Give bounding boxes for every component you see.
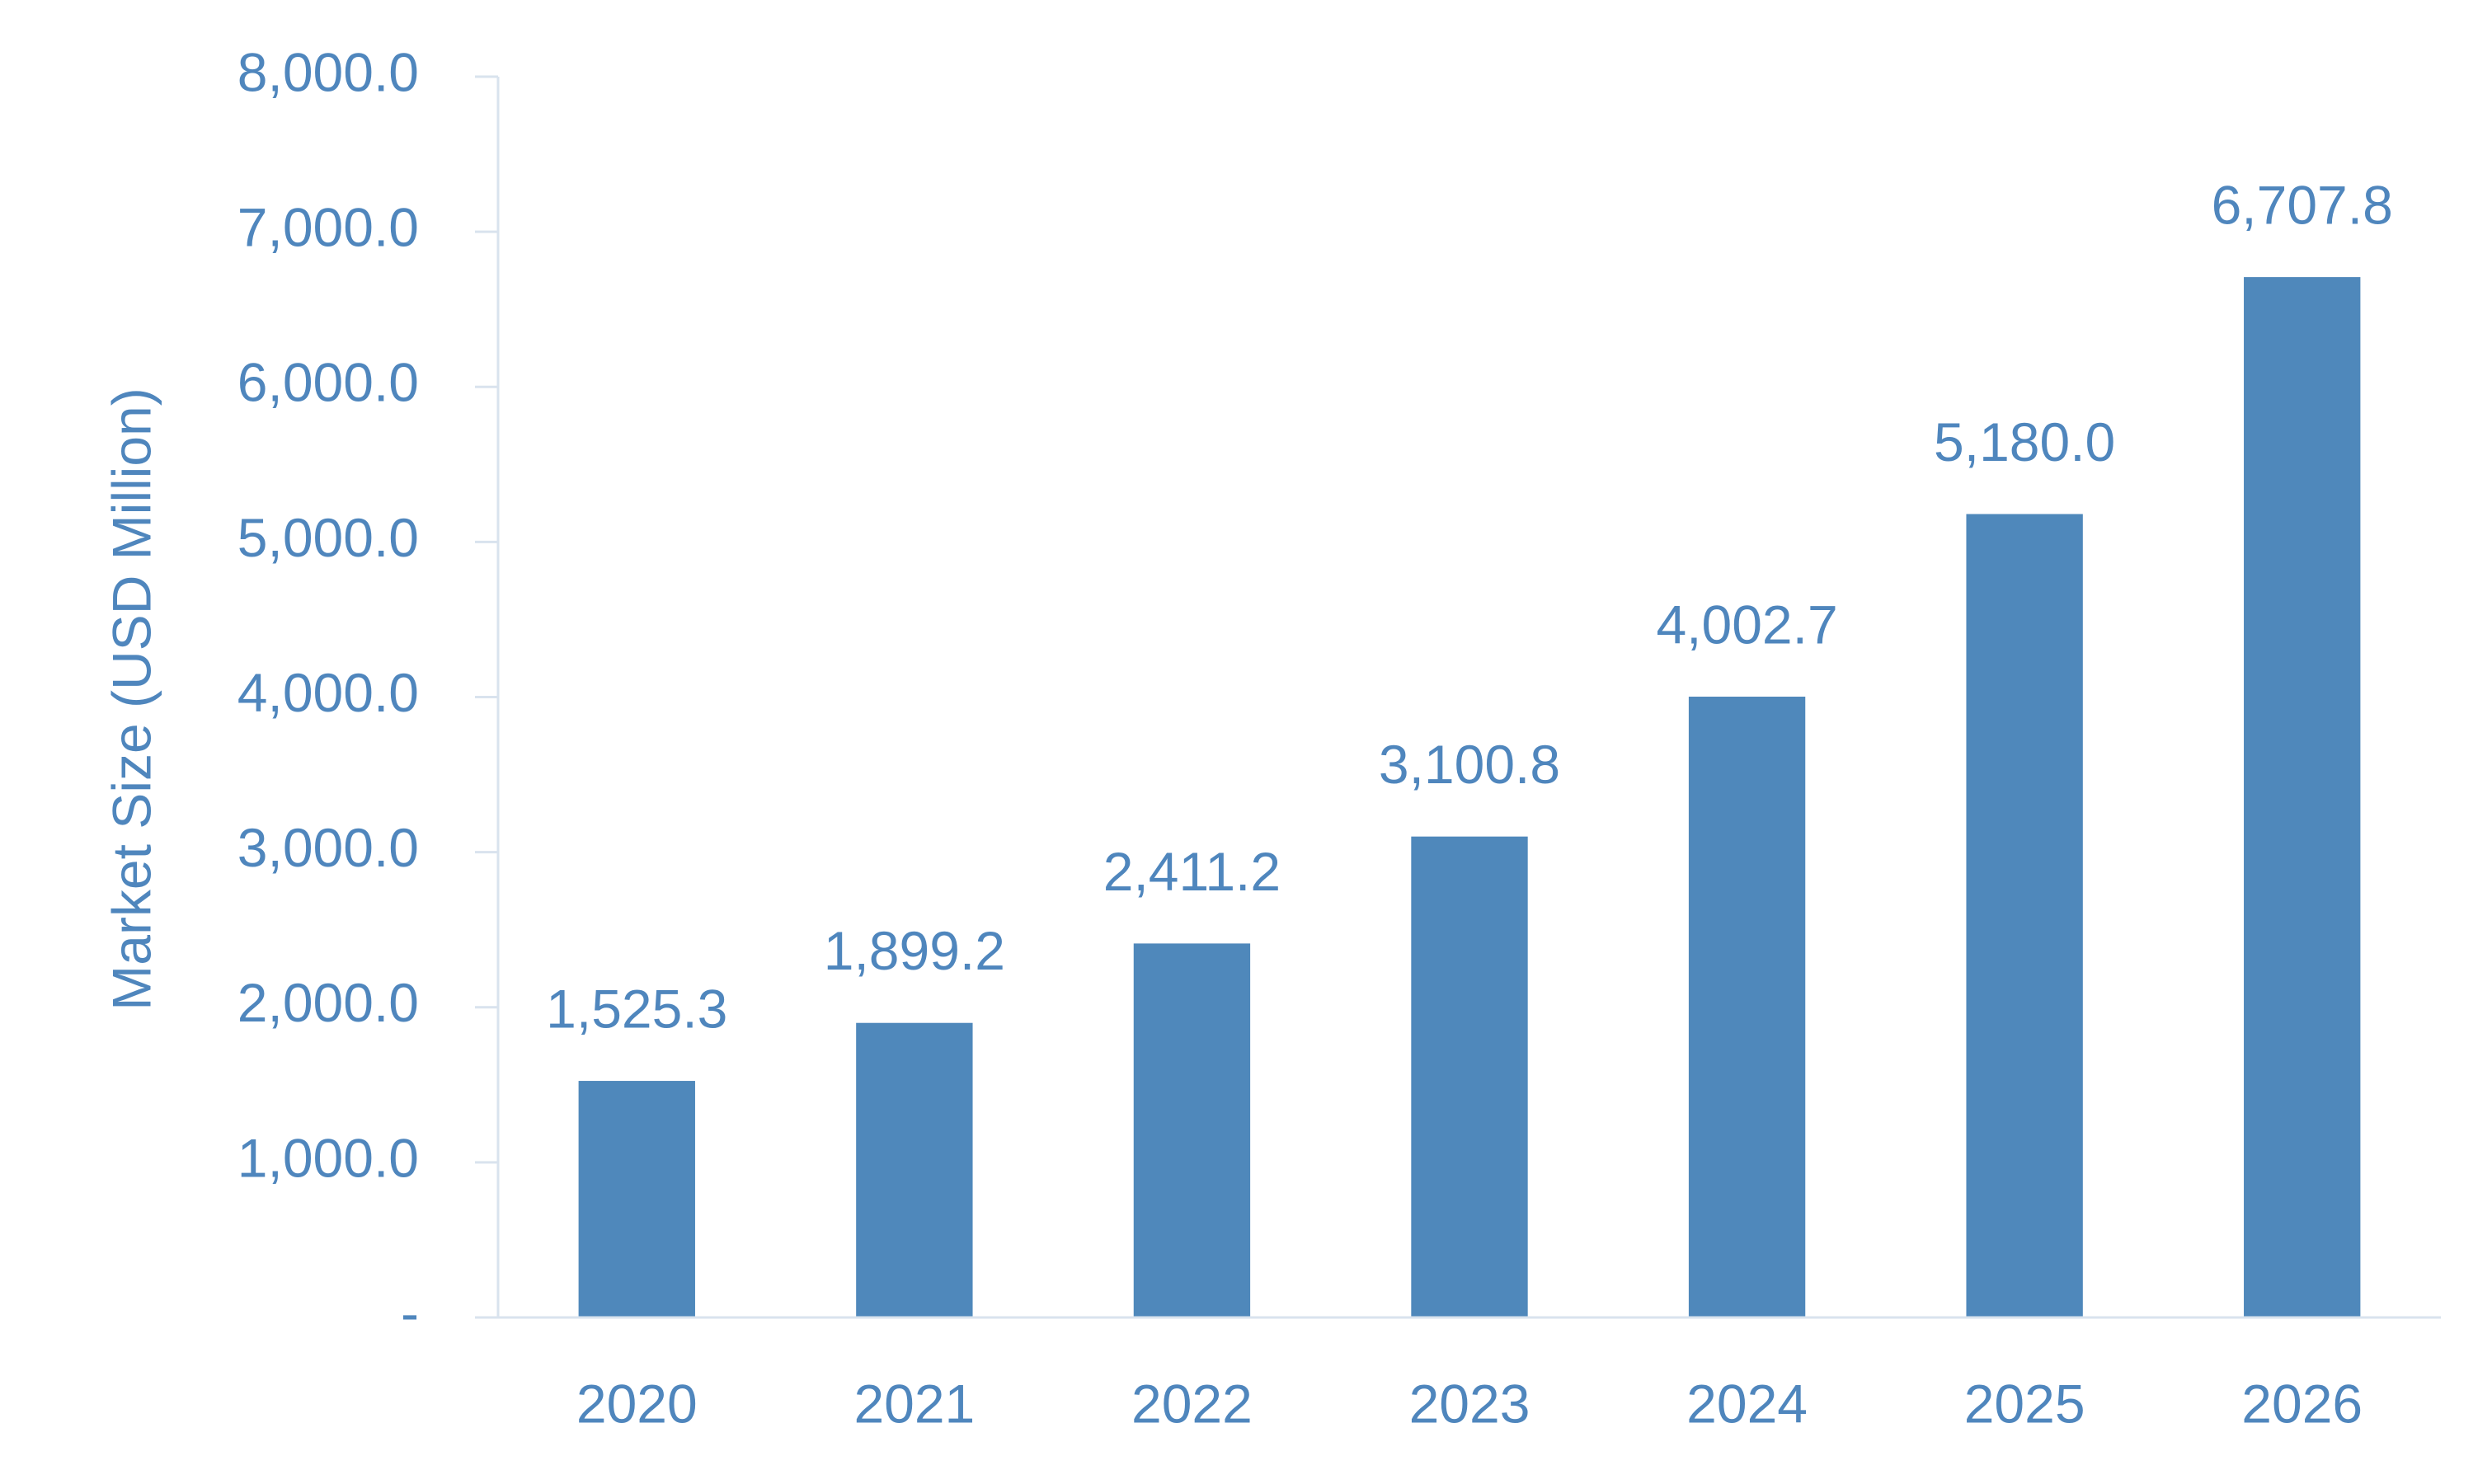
y-tick-label: 2,000.0 — [237, 972, 419, 1033]
y-axis-title: Market Size (USD Million) — [101, 387, 162, 1010]
bar — [1688, 696, 1806, 1317]
bar — [856, 1022, 973, 1317]
y-tick-label: 7,000.0 — [237, 197, 419, 258]
y-tick-label: 1,000.0 — [237, 1127, 419, 1188]
value-label: 1,899.2 — [824, 920, 1005, 981]
x-tick-label: 2020 — [576, 1373, 698, 1434]
x-tick-label: 2022 — [1131, 1373, 1253, 1434]
value-label: 6,707.8 — [2212, 175, 2393, 236]
bar — [1411, 836, 1528, 1317]
x-tick-label: 2025 — [1964, 1373, 2085, 1434]
x-tick-label: 2023 — [1409, 1373, 1530, 1434]
y-tick-label: 8,000.0 — [237, 41, 419, 102]
value-label: 2,411.2 — [1103, 841, 1281, 902]
bar — [1966, 514, 2083, 1317]
y-tick-label: 5,000.0 — [237, 507, 419, 568]
y-tick-label: 6,000.0 — [237, 352, 419, 413]
bar — [578, 1081, 695, 1317]
y-tick-label: 3,000.0 — [237, 817, 419, 878]
x-tick-label: 2024 — [1686, 1373, 1808, 1434]
value-label: 3,100.8 — [1379, 734, 1560, 795]
value-label: 1,525.3 — [546, 978, 727, 1039]
bar — [1133, 943, 1251, 1317]
x-tick-label: 2026 — [2241, 1373, 2363, 1434]
value-label: 4,002.7 — [1656, 594, 1837, 655]
y-tick-label: - — [401, 1282, 419, 1343]
value-label: 5,180.0 — [1934, 411, 2115, 472]
x-tick-label: 2021 — [853, 1373, 975, 1434]
y-tick-label: 4,000.0 — [237, 662, 419, 723]
bar — [2244, 277, 2361, 1318]
